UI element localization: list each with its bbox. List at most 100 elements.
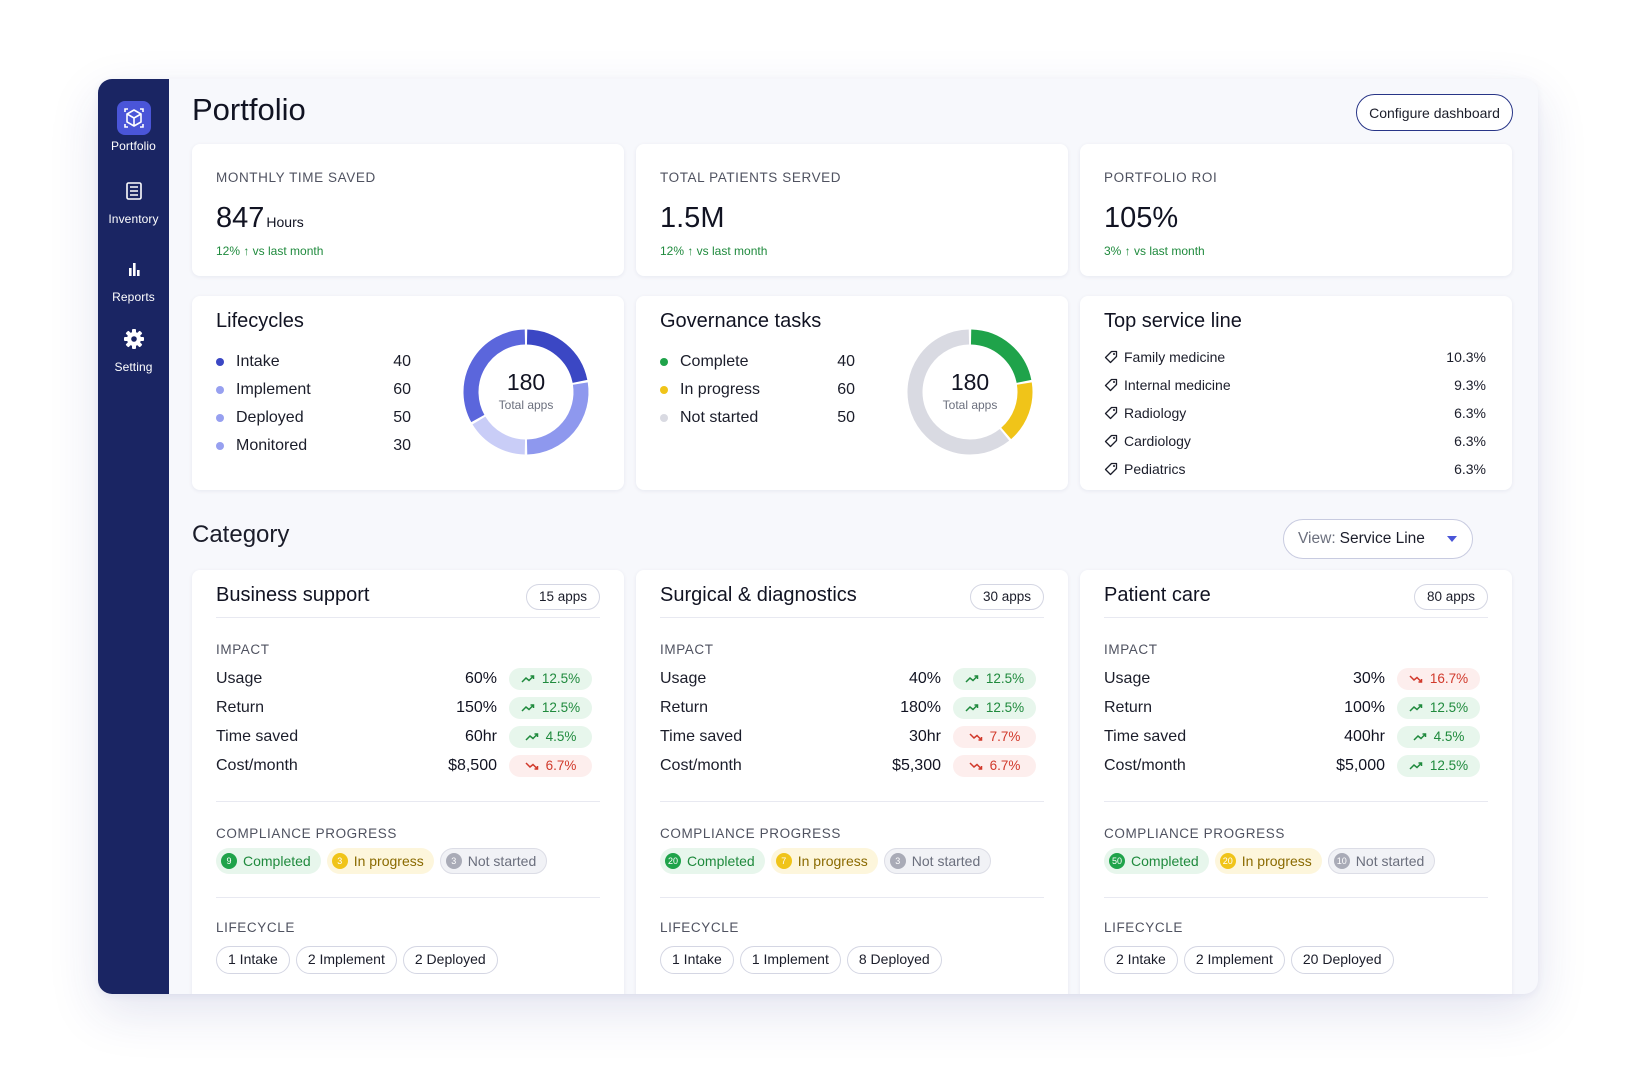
legend-dot <box>660 414 668 422</box>
service-line-list: Family medicine 10.3% Internal medicine … <box>1104 343 1486 483</box>
impact-row: Usage 40% 12.5% <box>660 664 1036 693</box>
impact-name: Time saved <box>1104 727 1187 745</box>
impact-value: $8,500 <box>448 756 497 774</box>
status-chip-completed[interactable]: 20 Completed <box>660 848 765 874</box>
delta-value: 12.5% <box>541 700 581 715</box>
service-value: 6.3% <box>1454 405 1486 421</box>
count-badge: 20 <box>665 853 682 869</box>
legend-count: 60 <box>393 381 411 398</box>
impact-name: Time saved <box>660 727 743 745</box>
status-chip-completed[interactable]: 9 Completed <box>216 848 321 874</box>
lifecycle-chip[interactable]: 1 Intake <box>216 946 290 974</box>
trend-up-icon <box>1413 732 1426 741</box>
divider <box>216 801 600 802</box>
view-select-dropdown[interactable]: View: Service Line <box>1283 519 1473 559</box>
legend-dot <box>216 358 224 366</box>
sidebar-item-portfolio[interactable]: Portfolio <box>98 101 169 153</box>
trend-up-icon <box>521 674 535 683</box>
donut-segment <box>907 329 1010 455</box>
sidebar-item-setting[interactable]: Setting <box>98 322 169 374</box>
lifecycle-chip[interactable]: 20 Deployed <box>1290 946 1394 974</box>
sidebar-item-label: Portfolio <box>111 139 156 153</box>
bar-chart-icon <box>117 252 151 286</box>
lifecycle-chip[interactable]: 1 Implement <box>739 946 841 974</box>
status-chip-in-progress[interactable]: 20 In progress <box>1214 848 1322 874</box>
compliance-chips: 9 Completed 3 In progress 3 Not started <box>216 848 548 874</box>
compliance-chips: 20 Completed 7 In progress 3 Not started <box>660 848 992 874</box>
kpi-card-roi: PORTFOLIO ROI 105% 3% ↑ vs last month <box>1080 144 1512 276</box>
kpi-trend: 3% ↑ vs last month <box>1104 244 1205 258</box>
lifecycle-chip[interactable]: 8 Deployed <box>846 946 942 974</box>
list-item: Pediatrics 6.3% <box>1104 455 1486 483</box>
view-select-value: Service Line <box>1339 530 1425 547</box>
lifecycle-chip[interactable]: 2 Deployed <box>402 946 498 974</box>
kpi-card-patients: TOTAL PATIENTS SERVED 1.5M 12% ↑ vs last… <box>636 144 1068 276</box>
legend-row: Implement 60 <box>216 376 411 404</box>
impact-value: 30% <box>1352 669 1385 687</box>
apps-count-badge: 30 apps <box>969 584 1044 610</box>
impact-row: Time saved 400hr 4.5% <box>1104 722 1480 751</box>
count-badge: 9 <box>221 853 237 869</box>
impact-row: Return 100% 12.5% <box>1104 693 1480 722</box>
compliance-chips: 50 Completed 20 In progress 10 Not started <box>1104 848 1436 874</box>
app-window: Portfolio Inventory Reports Setting Port… <box>98 79 1538 994</box>
delta-badge: 7.7% <box>953 725 1036 748</box>
donut-segment <box>463 329 526 423</box>
kpi-label: MONTHLY TIME SAVED <box>216 170 376 185</box>
gear-icon <box>117 322 151 356</box>
impact-name: Cost/month <box>660 756 742 774</box>
legend-row: Intake 40 <box>216 348 411 376</box>
impact-name: Return <box>660 698 709 716</box>
legend-count: 50 <box>837 409 855 426</box>
apps-count-badge: 15 apps <box>525 584 600 610</box>
impact-row: Usage 30% 16.7% <box>1104 664 1480 693</box>
legend-name: Monitored <box>236 437 308 454</box>
status-chip-not-started[interactable]: 10 Not started <box>1327 848 1436 874</box>
donut-segment <box>1000 382 1033 440</box>
kpi-trend: 12% ↑ vs last month <box>660 244 768 258</box>
status-chip-not-started[interactable]: 3 Not started <box>883 848 992 874</box>
lifecycle-legend: Intake 40 Implement 60 Deployed 50 Monit… <box>216 348 411 460</box>
chip-label: Completed <box>1131 853 1199 869</box>
sidebar-item-reports[interactable]: Reports <box>98 252 169 304</box>
delta-badge: 12.5% <box>953 667 1036 690</box>
status-chip-in-progress[interactable]: 7 In progress <box>770 848 878 874</box>
apps-count-badge: 80 apps <box>1413 584 1488 610</box>
status-chip-in-progress[interactable]: 3 In progress <box>326 848 434 874</box>
lifecycle-chip[interactable]: 2 Implement <box>295 946 397 974</box>
chip-label: Not started <box>911 853 981 869</box>
lifecycles-donut <box>463 329 589 455</box>
legend-count: 60 <box>837 381 855 398</box>
donut-segment <box>526 329 588 384</box>
category-title: Surgical & diagnostics <box>660 584 857 606</box>
service-name: Family medicine <box>1124 349 1226 365</box>
impact-value: 150% <box>456 698 497 716</box>
sidebar-item-inventory[interactable]: Inventory <box>98 174 169 226</box>
legend-dot <box>216 386 224 394</box>
tag-icon <box>1104 406 1118 420</box>
configure-dashboard-button[interactable]: Configure dashboard <box>1356 94 1513 131</box>
portfolio-cube-icon <box>116 101 151 135</box>
donut-caption: Total apps <box>498 398 554 412</box>
kpi-unit: Hours <box>266 214 304 230</box>
governance-legend: Complete 40 In progress 60 Not started 5… <box>660 348 855 432</box>
status-chip-not-started[interactable]: 3 Not started <box>439 848 548 874</box>
card-title: Lifecycles <box>216 310 304 332</box>
impact-row: Cost/month $5,300 6.7% <box>660 751 1036 780</box>
lifecycle-chip[interactable]: 1 Intake <box>660 946 734 974</box>
impact-row: Time saved 30hr 7.7% <box>660 722 1036 751</box>
divider <box>1104 897 1488 898</box>
compliance-label: COMPLIANCE PROGRESS <box>1104 826 1285 841</box>
tag-icon <box>1104 350 1118 364</box>
lifecycle-chip[interactable]: 2 Implement <box>1183 946 1285 974</box>
impact-name: Return <box>216 698 265 716</box>
lifecycle-chip[interactable]: 2 Intake <box>1104 946 1178 974</box>
count-badge: 10 <box>1333 853 1350 869</box>
status-chip-completed[interactable]: 50 Completed <box>1104 848 1209 874</box>
service-value: 6.3% <box>1454 461 1486 477</box>
tag-icon <box>1104 378 1118 392</box>
legend-name: Not started <box>680 409 759 426</box>
service-name: Pediatrics <box>1124 461 1186 477</box>
divider <box>216 617 600 618</box>
divider <box>660 801 1044 802</box>
